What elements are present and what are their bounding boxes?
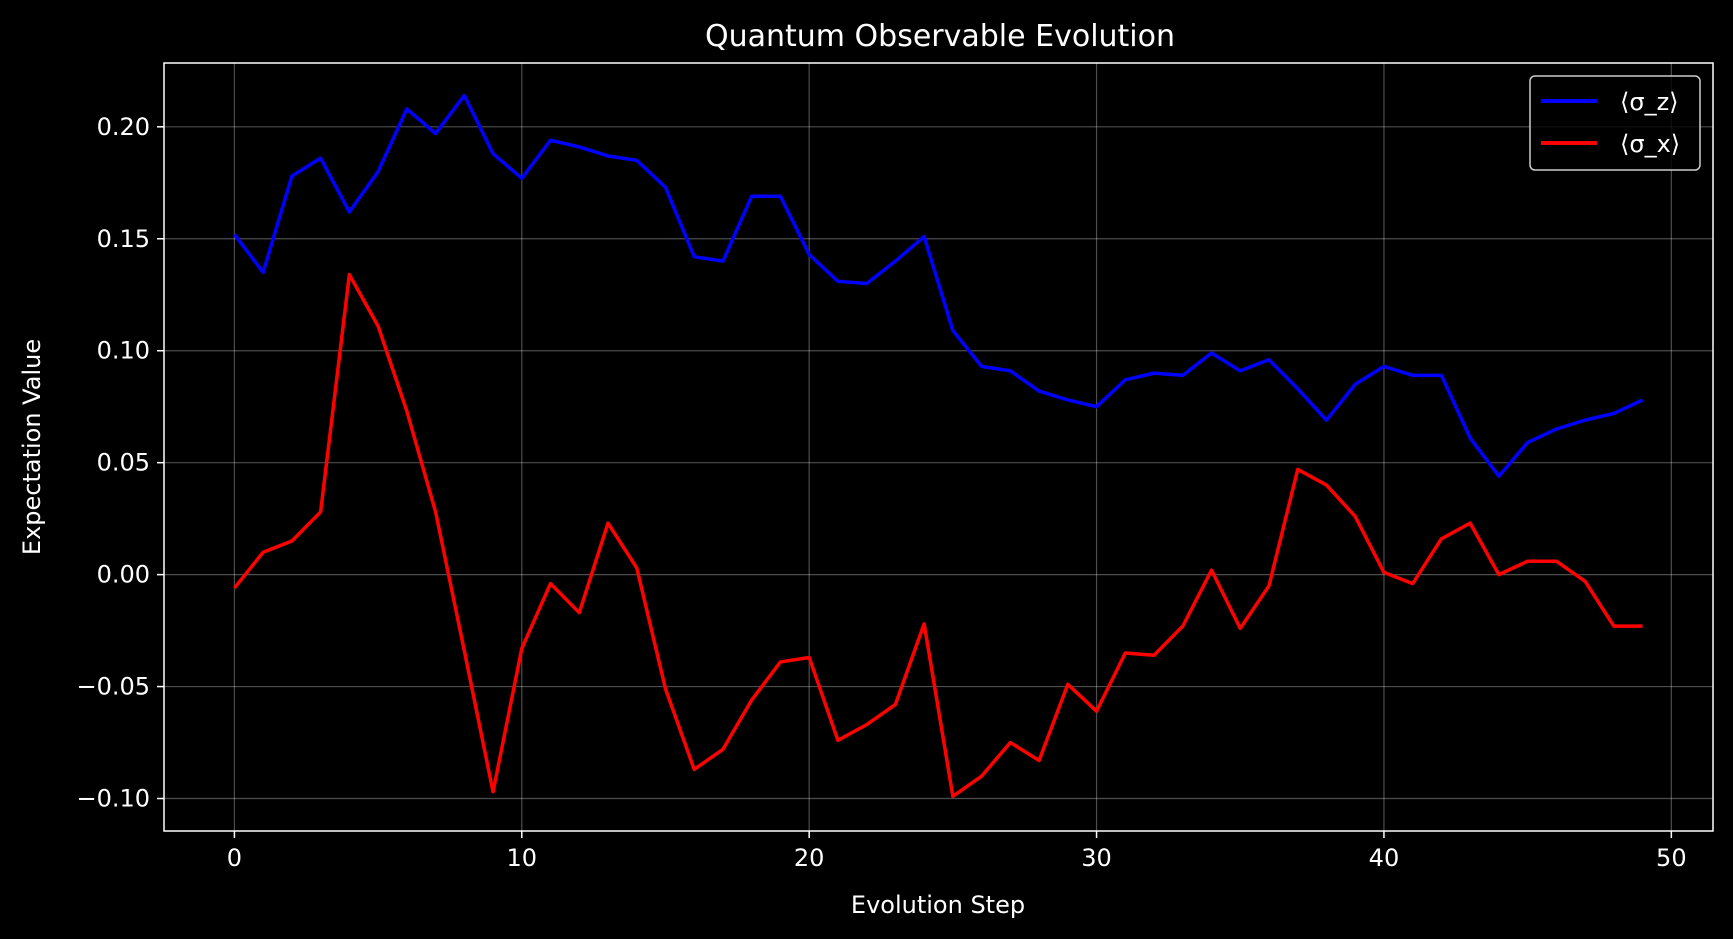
y-tick-label: −0.10 [76,785,150,813]
legend: ⟨σ_z⟩ ⟨σ_x⟩ [1529,75,1701,171]
y-tick-label: −0.05 [76,673,150,701]
x-tick-label: 30 [1081,844,1112,872]
series-line-sigma-z [233,93,1644,478]
plot-frame [163,62,1714,832]
y-axis-label: Expectation Value [18,339,46,555]
y-tick-label: 0.20 [97,113,150,141]
x-axis-label: Evolution Step [851,891,1025,919]
x-tick-label: 50 [1656,844,1687,872]
legend-label-sigma-x: ⟨σ_x⟩ [1620,130,1680,158]
x-tick-label: 40 [1369,844,1400,872]
x-tick-label: 20 [794,844,825,872]
y-tick-label: 0.10 [97,337,150,365]
series-line-sigma-x [233,272,1643,799]
x-tick-label: 0 [227,844,242,872]
x-tick-label: 10 [507,844,538,872]
chart-title: Quantum Observable Evolution [705,19,1175,54]
series-lines [233,93,1644,799]
legend-label-sigma-z: ⟨σ_z⟩ [1620,88,1679,116]
grid-lines [164,63,1713,831]
y-tick-label: 0.05 [97,449,150,477]
y-tick-label: 0.00 [97,561,150,589]
y-tick-label: 0.15 [97,225,150,253]
axis-ticks: 0 10 20 30 40 50 −0.10 −0.05 0.00 0.05 0.10 0.15 0.2… [76,113,1686,872]
